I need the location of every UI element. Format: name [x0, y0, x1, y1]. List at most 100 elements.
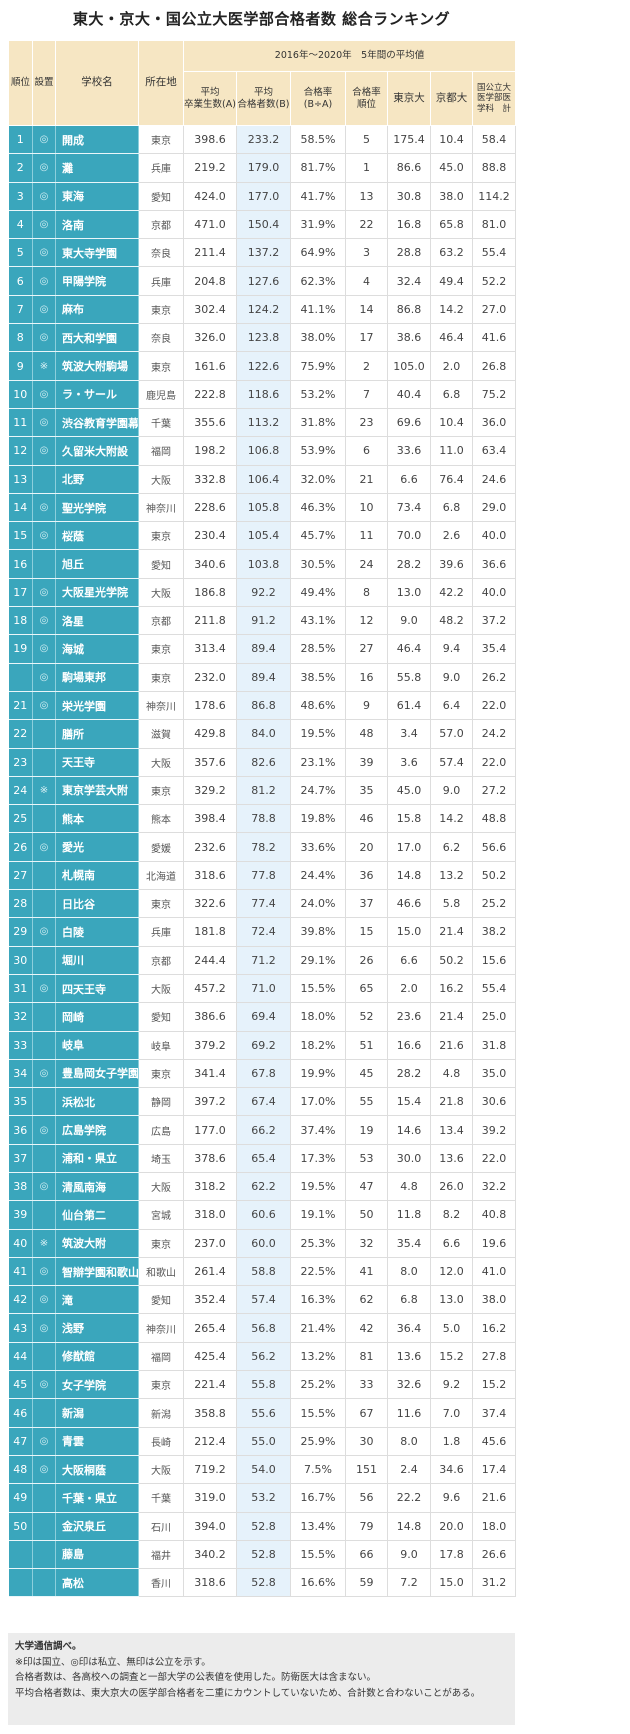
passers-cell: 177.0: [236, 181, 291, 211]
table-row: 藤島 福井 340.2 52.8 15.5% 66 9.0 17.8 26.6: [8, 1539, 517, 1570]
school-name: 洛南: [55, 210, 139, 240]
pass-rate-cell: 19.5%: [290, 1171, 346, 1202]
rate-rank-cell: 47: [345, 1171, 388, 1202]
pass-rate-cell: 31.9%: [290, 209, 346, 240]
header-medical-total: 国公立大 医学部医 学科 計: [471, 71, 517, 126]
type-mark: [32, 889, 56, 919]
todai-cell: 2.4: [387, 1454, 431, 1485]
table-row: ◎ 駒場東邦 東京 232.0 89.4 38.5% 16 55.8 9.0 26.2: [8, 662, 517, 692]
todai-cell: 86.8: [387, 294, 431, 325]
todai-cell: 32.4: [387, 266, 431, 296]
passers-cell: 67.8: [236, 1058, 291, 1089]
header-school-name: 学校名: [55, 40, 139, 126]
passers-cell: 105.4: [236, 521, 291, 551]
graduates-cell: 340.2: [183, 1539, 237, 1570]
prefecture-cell: 東京: [138, 662, 184, 692]
header-passers: 平均 合格者数(B): [236, 71, 291, 126]
passers-cell: 77.4: [236, 889, 291, 919]
school-name: 四天王寺: [55, 974, 139, 1004]
medical-total-cell: 37.2: [471, 606, 517, 636]
school-name: 膳所: [55, 719, 139, 749]
kyodai-cell: 6.2: [430, 832, 473, 862]
school-name: 駒場東邦: [55, 663, 139, 692]
prefecture-cell: 東京: [138, 1228, 184, 1258]
school-name: 渋谷教育学園幕張: [55, 408, 139, 438]
todai-cell: 6.6: [387, 464, 431, 494]
table-row: 11◎渋谷教育学園幕張千葉355.6113.231.8%2369.610.436…: [8, 407, 517, 438]
graduates-cell: 237.0: [183, 1228, 237, 1258]
prefecture-cell: 大阪: [138, 464, 184, 494]
graduates-cell: 397.2: [183, 1087, 237, 1117]
medical-total-cell: 15.6: [471, 945, 517, 975]
rate-rank-cell: 35: [345, 775, 388, 806]
prefecture-cell: 京都: [138, 606, 184, 636]
rank-cell: [8, 1540, 33, 1570]
passers-cell: 57.4: [236, 1285, 291, 1315]
type-mark: [32, 549, 56, 579]
graduates-cell: 232.0: [183, 662, 237, 692]
header-graduates: 平均 卒業生数(A): [183, 71, 237, 126]
passers-cell: 86.8: [236, 690, 291, 721]
type-mark: ◎: [32, 182, 56, 211]
ranking-table-body: 1 ◎ 開成 東京 398.6 233.2 58.5% 5 175.4 10.4 58.4 2 ◎ 灘兵庫…: [8, 124, 517, 1598]
graduates-cell: 211.4: [183, 238, 237, 268]
graduates-cell: 352.4: [183, 1285, 237, 1315]
passers-cell: 60.6: [236, 1200, 291, 1230]
rank-cell: 12: [8, 436, 33, 466]
school-name: 東海: [55, 182, 139, 211]
rate-rank-cell: 2: [345, 351, 388, 381]
passers-cell: 52.8: [236, 1511, 291, 1541]
passers-cell: 124.2: [236, 294, 291, 325]
medical-total-cell: 26.2: [471, 662, 517, 692]
graduates-cell: 471.0: [183, 209, 237, 240]
graduates-cell: 719.2: [183, 1454, 237, 1485]
rate-rank-cell: 14: [345, 294, 388, 325]
kyodai-cell: 39.6: [430, 549, 473, 579]
type-mark: ◎: [32, 691, 56, 721]
passers-cell: 233.2: [236, 124, 291, 155]
passers-cell: 54.0: [236, 1454, 291, 1485]
prefecture-cell: 奈良: [138, 238, 184, 268]
rate-rank-cell: 4: [345, 266, 388, 296]
kyodai-cell: 9.0: [430, 775, 473, 806]
kyodai-cell: 7.0: [430, 1398, 473, 1428]
prefecture-cell: 熊本: [138, 804, 184, 834]
pass-rate-cell: 53.2%: [290, 379, 346, 409]
graduates-cell: 261.4: [183, 1256, 237, 1287]
todai-cell: 4.8: [387, 1171, 431, 1202]
footnote-source: 大学通信調べ。: [15, 1641, 82, 1652]
table-row: 37 浦和・県立 埼玉 378.6 65.4 17.3% 53 30.0 13.6 22.0: [8, 1143, 517, 1173]
graduates-cell: 244.4: [183, 945, 237, 975]
table-row: 22 膳所 滋賀 429.8 84.0 19.5% 48 3.4 57.0 24.2: [8, 719, 517, 749]
passers-cell: 92.2: [236, 577, 291, 608]
pass-rate-cell: 31.8%: [290, 407, 346, 438]
passers-cell: 56.2: [236, 1341, 291, 1372]
todai-cell: 36.4: [387, 1313, 431, 1343]
rank-cell: 11: [8, 408, 33, 438]
rate-rank-cell: 1: [345, 153, 388, 183]
graduates-cell: 232.6: [183, 832, 237, 862]
rate-rank-cell: 26: [345, 945, 388, 975]
kyodai-cell: 16.2: [430, 973, 473, 1004]
todai-cell: 3.6: [387, 747, 431, 777]
school-name: 甲陽学院: [55, 266, 139, 296]
rank-cell: 42: [8, 1285, 33, 1315]
kyodai-cell: 38.0: [430, 181, 473, 211]
medical-total-cell: 56.6: [471, 832, 517, 862]
todai-cell: 73.4: [387, 492, 431, 523]
pass-rate-cell: 49.4%: [290, 577, 346, 608]
prefecture-cell: 東京: [138, 889, 184, 919]
prefecture-cell: 広島: [138, 1115, 184, 1145]
prefecture-cell: 石川: [138, 1511, 184, 1541]
school-name: 北野: [55, 465, 139, 494]
kyodai-cell: 21.6: [430, 1030, 473, 1060]
prefecture-cell: 東京: [138, 294, 184, 325]
type-mark: ◎: [32, 917, 56, 947]
pass-rate-cell: 17.3%: [290, 1143, 346, 1173]
pass-rate-cell: 19.5%: [290, 719, 346, 749]
todai-cell: 7.2: [387, 1568, 431, 1598]
prefecture-cell: 香川: [138, 1568, 184, 1598]
rank-cell: 50: [8, 1512, 33, 1541]
table-row: 高松 香川 318.6 52.8 16.6% 59 7.2 15.0 31.2: [8, 1568, 517, 1598]
table-row: 8 ◎ 西大和学園 奈良 326.0 123.8 38.0% 17 38.6 46.4 41.6: [8, 323, 517, 353]
